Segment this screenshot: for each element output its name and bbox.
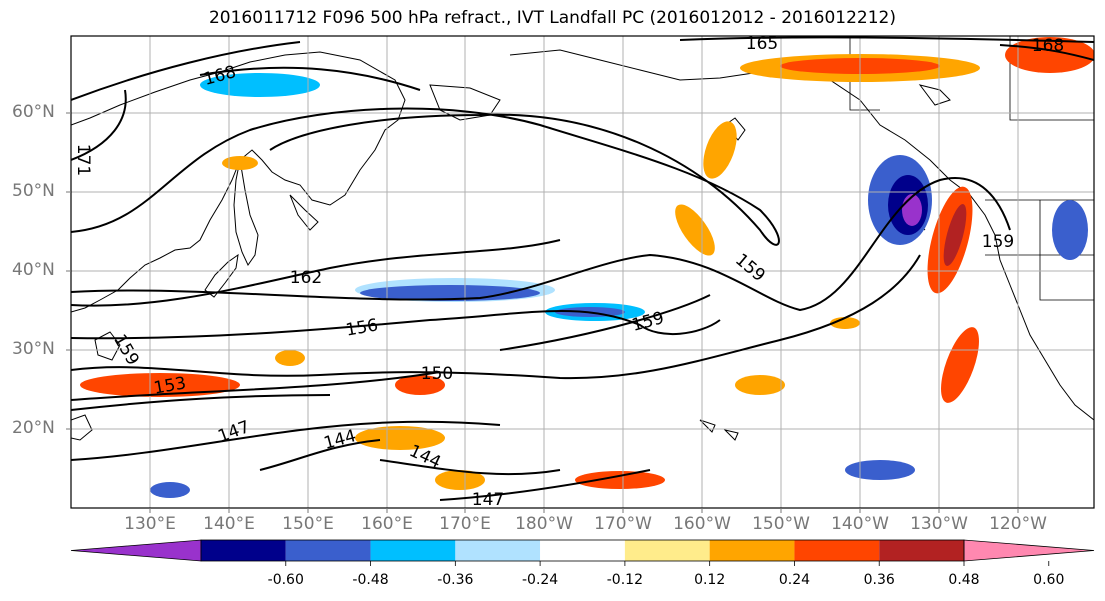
contour-label: 159	[982, 232, 1014, 252]
colorbar-tick-label: -0.12	[606, 572, 643, 588]
contour-label: 162	[290, 268, 322, 288]
longitude-label: 140°W	[831, 514, 889, 534]
colorbar-segment	[201, 540, 286, 561]
longitude-label: 150°W	[752, 514, 810, 534]
colorbar-tick-label: 0.12	[694, 572, 726, 588]
colorbar-tick-label: 0.24	[778, 572, 811, 588]
contour-label: 165	[746, 34, 778, 54]
shaded-anomalies	[80, 37, 1094, 498]
colorbar-segment	[285, 540, 371, 561]
height-contours	[71, 36, 1094, 501]
longitude-label: 160°E	[361, 514, 413, 534]
graticule	[71, 36, 1094, 508]
latitude-label: 20°N	[12, 418, 55, 438]
colorbar-tick-label: 0.48	[948, 572, 980, 588]
longitude-label: 180°W	[515, 514, 573, 534]
colorbar	[70, 539, 1095, 566]
axis-ticks	[66, 112, 1019, 513]
colorbar-segment	[709, 540, 795, 561]
longitude-label: 160°W	[673, 514, 731, 534]
longitude-label: 130°W	[910, 514, 968, 534]
colorbar-tick-label: -0.36	[437, 572, 474, 588]
contour-label: 147	[472, 490, 504, 510]
colorbar-tick-label: -0.24	[521, 572, 559, 588]
longitude-label: 130°E	[124, 514, 176, 534]
colorbar-extend-high	[963, 539, 1095, 562]
colorbar-tick-label: 0.36	[863, 572, 895, 588]
latitude-label: 40°N	[12, 260, 55, 280]
longitude-label: 120°W	[989, 514, 1047, 534]
map-frame	[70, 35, 1095, 509]
contour-label: 156	[344, 315, 379, 340]
longitude-label: 170°W	[594, 514, 652, 534]
colorbar-segment	[879, 540, 964, 561]
colorbar-extend-low	[70, 539, 202, 562]
latitude-label: 30°N	[12, 339, 55, 359]
latitude-label: 50°N	[12, 181, 55, 201]
colorbar-segment	[624, 540, 710, 561]
colorbar-segment	[370, 540, 456, 561]
longitude-label: 140°E	[203, 514, 255, 534]
colorbar-tick-label: 0.60	[1033, 572, 1065, 588]
longitude-label: 170°E	[439, 514, 491, 534]
colorbar-segment	[455, 540, 541, 561]
colorbar-tick-label: -0.48	[352, 572, 389, 588]
colorbar-frame	[200, 539, 965, 562]
contour-label: 168	[1032, 36, 1064, 56]
map-title: 2016011712 F096 500 hPa refract., IVT La…	[208, 8, 896, 28]
longitude-label: 150°E	[282, 514, 334, 534]
contour-label: 171	[73, 144, 93, 176]
colorbar-segment	[540, 540, 625, 561]
colorbar-tick-label: -0.60	[267, 572, 304, 588]
contour-label: 150	[421, 364, 453, 384]
latitude-label: 60°N	[12, 102, 55, 122]
colorbar-segment	[794, 540, 880, 561]
